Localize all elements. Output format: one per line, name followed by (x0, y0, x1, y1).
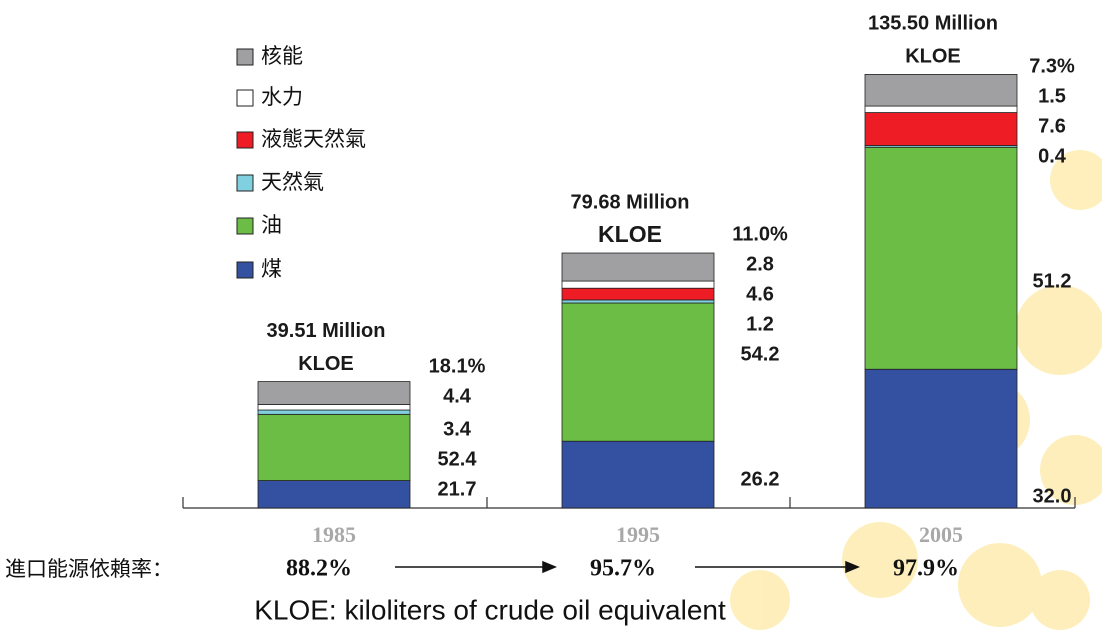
dependency-value: 97.9% (893, 556, 959, 582)
data-label: 26.2 (741, 468, 780, 490)
legend-label: 煤 (261, 257, 282, 281)
dependency-value: 95.7% (590, 556, 656, 582)
legend-label: 水力 (261, 85, 303, 109)
data-label: 52.4 (438, 448, 478, 470)
bar-segment (864, 368, 1018, 509)
bar-segment (257, 381, 411, 405)
legend-label: 油 (261, 213, 282, 237)
bar-segment (561, 287, 715, 301)
data-label: 54.2 (741, 343, 780, 365)
data-label: 7.6 (1038, 115, 1066, 137)
legend-swatch (236, 174, 254, 192)
data-label: 3.4 (443, 418, 472, 440)
legend-swatch (236, 261, 254, 279)
data-label: 1.5 (1038, 85, 1066, 107)
bar-segment (257, 413, 411, 481)
arrows (395, 560, 860, 574)
bar-segment (864, 146, 1018, 370)
bar-segment (561, 280, 715, 289)
dependency-value: 88.2% (286, 556, 352, 582)
unit-label: KLOE (298, 353, 354, 375)
bar-segment (561, 252, 715, 282)
bar-segment (561, 302, 715, 442)
legend-label: 核能 (261, 44, 303, 68)
bar-segment (864, 74, 1018, 107)
data-label: 4.4 (443, 385, 472, 407)
total-label: 39.51 Million (267, 320, 386, 342)
dependency-label: 進口能源依賴率： (5, 557, 173, 581)
data-label: 2.8 (746, 253, 774, 275)
data-label: 4.6 (746, 283, 774, 305)
axis-ticks (182, 497, 1076, 508)
data-label: 1.2 (746, 313, 774, 335)
total-label: 79.68 Million (571, 191, 690, 213)
legend-swatch (236, 89, 254, 107)
x-tick-label: 1995 (616, 522, 660, 547)
legend-label: 液態天然氣 (261, 127, 366, 151)
bar-segment (864, 112, 1018, 146)
bar-segment (257, 404, 411, 411)
unit-label: KLOE (598, 221, 662, 247)
x-tick-label: 1985 (312, 522, 356, 547)
bar-segment (561, 440, 715, 509)
total-label: 135.50 Million (868, 13, 998, 35)
bar-segment (561, 299, 715, 304)
data-label: 51.2 (1033, 270, 1072, 292)
data-label: 32.0 (1033, 485, 1072, 507)
legend-label: 天然氣 (261, 170, 324, 194)
legend-swatch (236, 131, 254, 149)
data-label: 7.3% (1029, 55, 1075, 77)
x-tick-label: 2005 (919, 522, 963, 547)
bar-segment (257, 409, 411, 415)
unit-label: KLOE (905, 46, 961, 68)
data-label: 21.7 (438, 478, 477, 500)
footnote: KLOE: kiloliters of crude oil equivalent (254, 594, 726, 625)
bar-segment (864, 105, 1018, 113)
data-label: 0.4 (1038, 145, 1067, 167)
data-label: 11.0% (732, 223, 788, 245)
bar-segment (257, 480, 411, 509)
legend-swatch (236, 48, 254, 66)
data-label: 18.1% (429, 355, 486, 377)
legend-swatch (236, 217, 254, 235)
